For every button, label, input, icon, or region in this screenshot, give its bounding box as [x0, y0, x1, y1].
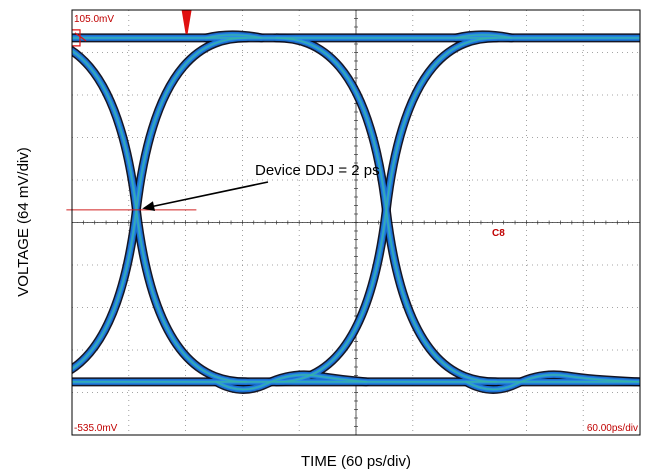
y-axis-title: VOLTAGE (64 mV/div) — [15, 147, 32, 296]
top-left-scale-label: 105.0mV — [74, 14, 114, 25]
eye-traces — [72, 30, 640, 394]
eye-trace — [275, 37, 497, 383]
bottom-right-scale-label: 60.00ps/div — [587, 423, 638, 434]
eye-trace — [455, 34, 512, 39]
level-marker — [72, 29, 87, 47]
annotation-arrow — [147, 181, 269, 209]
eye-trace — [215, 374, 368, 391]
bottom-left-scale-label: -535.0mV — [74, 423, 118, 434]
eye-trace — [205, 34, 263, 39]
eye-trace — [465, 374, 640, 391]
x-axis-title: TIME (60 ps/div) — [301, 453, 411, 470]
ddj-annotation: Device DDJ = 2 ps — [255, 162, 380, 179]
crossing-marker-label: C8 — [492, 228, 505, 239]
plot-frame — [71, 9, 641, 436]
annotation-arrowhead — [142, 201, 156, 212]
trigger-marker — [181, 10, 192, 34]
